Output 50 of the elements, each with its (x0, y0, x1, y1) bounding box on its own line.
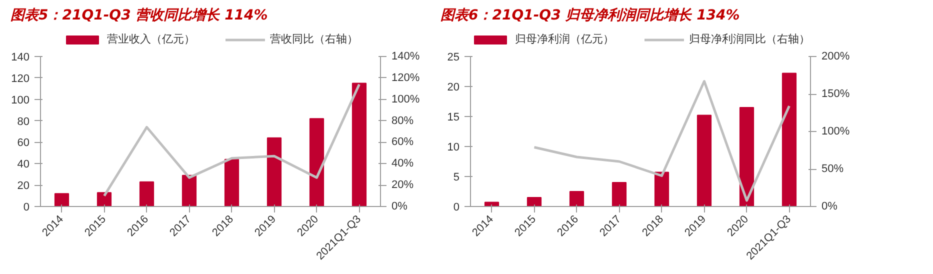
bar (569, 191, 584, 206)
y2-tick-label: 0% (822, 200, 838, 212)
bar (739, 107, 754, 206)
chart-title: 图表6：21Q1-Q3 归母净利润同比增长 134% (440, 6, 740, 24)
legend-label: 营收同比（右轴） (270, 32, 358, 46)
y-tick-label: 25 (447, 52, 460, 64)
chart-title: 图表5：21Q1-Q3 营收同比增长 114% (10, 8, 268, 24)
y-tick-label: 40 (17, 158, 30, 171)
y2-tick-label: 100% (822, 126, 850, 138)
y2-tick-label: 40% (392, 158, 414, 170)
y-tick-label: 20 (447, 82, 460, 94)
legend-label: 归母净利润同比（右轴） (689, 32, 810, 46)
y-tick-label: 60 (17, 137, 30, 150)
y2-tick-label: 200% (822, 50, 850, 62)
y-tick-label: 120 (11, 72, 30, 85)
y-tick-label: 0 (453, 202, 460, 214)
y2-tick-label: 0% (392, 200, 408, 212)
bar (224, 158, 240, 206)
y-tick-label: 10 (447, 142, 460, 154)
legend-label: 营业收入（亿元） (107, 32, 195, 46)
y2-tick-label: 80% (392, 114, 414, 127)
y2-tick-label: 150% (822, 88, 850, 100)
y2-tick-label: 100% (392, 93, 420, 106)
bar (139, 181, 154, 206)
y2-tick-label: 60% (392, 136, 414, 148)
y-tick-label: 5 (453, 172, 460, 184)
bar (612, 182, 627, 206)
bar (782, 72, 797, 206)
bar (96, 192, 112, 206)
y-tick-label: 80 (17, 116, 30, 128)
y2-tick-label: 140% (392, 50, 420, 62)
y-tick-label: 20 (17, 180, 30, 192)
bar (696, 114, 712, 206)
y2-tick-label: 50% (822, 163, 844, 175)
bar (309, 118, 324, 206)
bar (526, 197, 542, 206)
y-tick-label: 0 (23, 202, 30, 214)
bar (266, 137, 282, 206)
bar (352, 82, 367, 206)
line-series (103, 83, 360, 198)
bar (182, 174, 197, 206)
legend-label: 归母净利润（亿元） (515, 32, 614, 46)
line-series (533, 80, 790, 202)
y-tick-label: 15 (447, 112, 460, 124)
y-tick-label: 100 (11, 94, 30, 106)
bar (654, 172, 670, 206)
y-tick-label: 140 (11, 52, 30, 64)
y2-tick-label: 120% (392, 72, 420, 84)
bar (54, 193, 70, 206)
y2-tick-label: 20% (392, 179, 414, 192)
